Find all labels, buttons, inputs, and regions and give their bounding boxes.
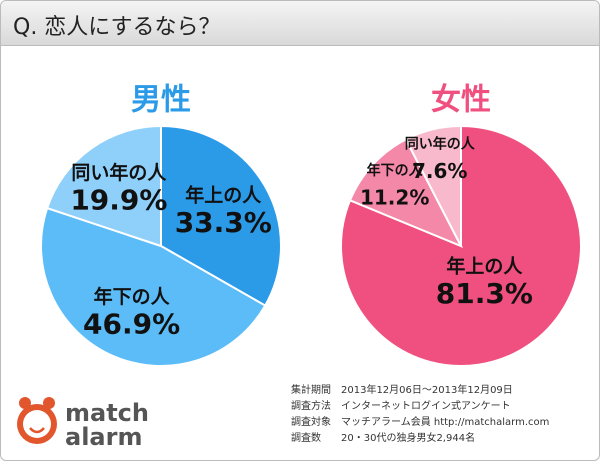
logo: match alarm (17, 397, 149, 451)
slice-category: 年上の人 (185, 183, 262, 206)
charts: 男性年上の人33.3%年下の人46.9%同い年の人19.9%女性年上の人81.3… (40, 83, 582, 367)
slice-value-label: 46.9% (83, 308, 180, 341)
logo-bell (19, 397, 31, 409)
survey-value: マッチアラーム会員 http://matchalarm.com (341, 417, 550, 428)
page-title: Q. 恋人にするなら？ (13, 15, 221, 40)
logo-text: alarm (65, 423, 142, 451)
pie-slice (348, 138, 464, 248)
header: Q. 恋人にするなら？ (1, 1, 599, 46)
logo-bell (43, 397, 55, 409)
survey-key: 集計期間 (291, 385, 331, 396)
slice-value-label: 81.3% (436, 277, 533, 310)
logo-smile (29, 427, 45, 434)
pie-slice (40, 206, 267, 367)
survey-row: 調査対象 マッチアラーム会員 http://matchalarm.com (291, 413, 559, 429)
pie-slice (404, 124, 462, 247)
slice-category: 同い年の人 (405, 136, 476, 153)
chart-title: 女性 (431, 83, 491, 118)
survey-key: 調査対象 (291, 417, 331, 428)
slice-category: 年上の人 (446, 254, 523, 277)
slice-value-label: 7.6% (412, 159, 467, 183)
slice-category: 年下の人 (367, 162, 424, 179)
survey-value: 20・30代の独身男女2,944名 (341, 433, 476, 444)
chart-title: 男性 (131, 83, 191, 118)
pie-slice (45, 124, 162, 248)
slice-value-label: 33.3% (175, 206, 272, 239)
survey-value: インターネットログイン式アンケート (341, 401, 511, 412)
logo-face (23, 410, 51, 438)
slice-value-label: 19.9% (70, 184, 167, 217)
survey-row: 集計期間 2013年12月06日～2013年12月09日 (291, 381, 559, 397)
survey-table: 集計期間 2013年12月06日～2013年12月09日 調査方法 インターネットログ… (291, 381, 559, 445)
survey-key: 調査数 (291, 433, 321, 444)
pie-slice (160, 124, 282, 307)
survey-row: 調査数 20・30代の独身男女2,944名 (291, 429, 559, 445)
survey-key: 調査方法 (291, 401, 331, 412)
survey-row: 調査方法 インターネットログイン式アンケート (291, 397, 559, 413)
slice-value-label: 11.2% (360, 186, 429, 210)
slice-category: 年下の人 (94, 285, 171, 308)
slice-category: 同い年の人 (71, 161, 167, 184)
logo-text: match (65, 399, 149, 427)
survey-value: 2013年12月06日～2013年12月09日 (341, 385, 513, 396)
